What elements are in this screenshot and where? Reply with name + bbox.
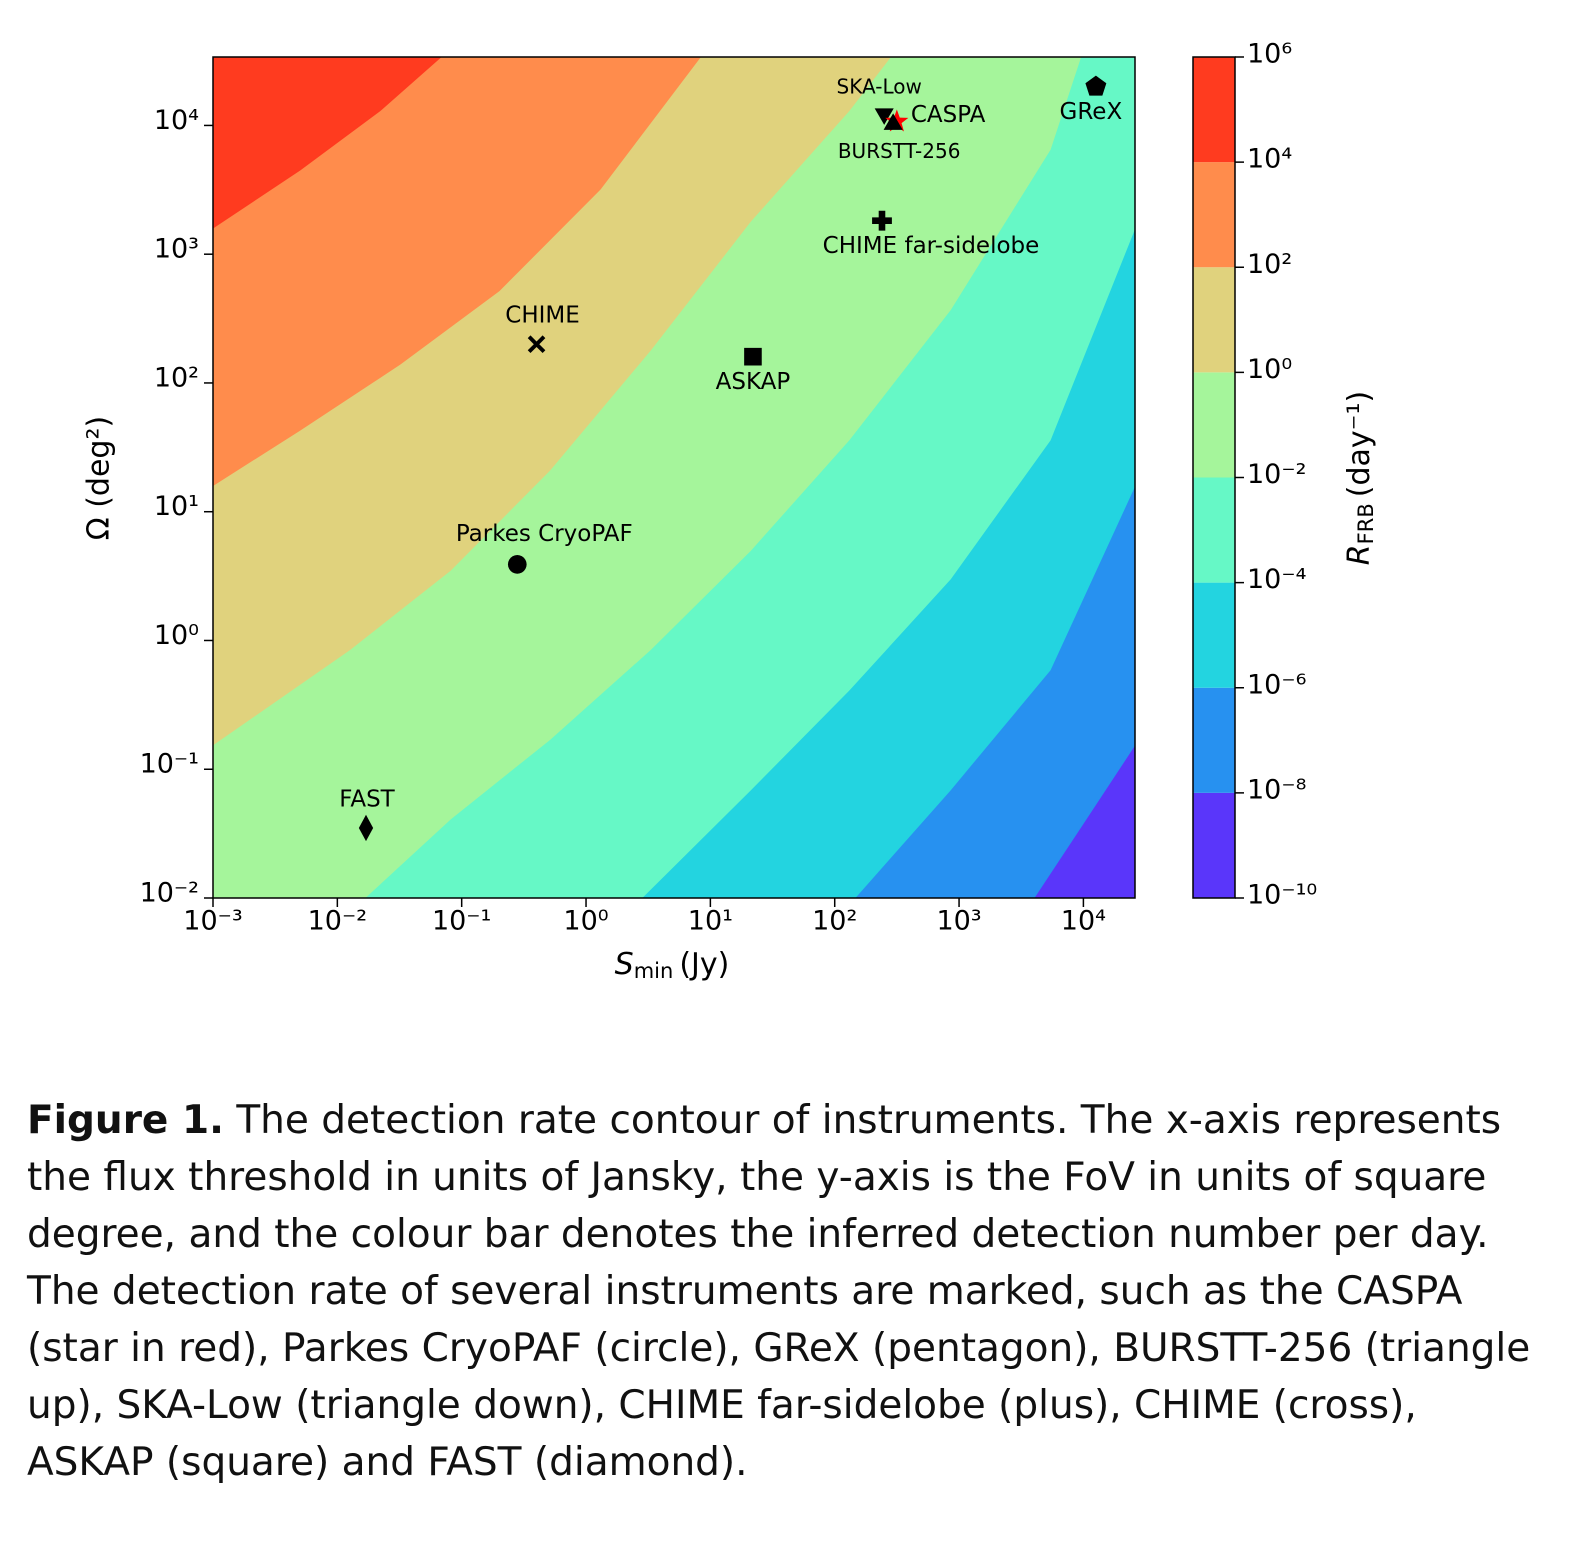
colorbar-tick-label: 10⁻² bbox=[1247, 459, 1306, 490]
instrument-label: BURSTT-256 bbox=[838, 139, 961, 163]
y-tick-label: 10⁻¹ bbox=[140, 749, 199, 780]
colorbar-band bbox=[1193, 267, 1235, 373]
colorbar-band bbox=[1193, 687, 1235, 793]
colorbar-tick-label: 10² bbox=[1247, 249, 1292, 280]
x-tick-label: 10⁻¹ bbox=[432, 906, 491, 937]
plot-area bbox=[213, 57, 1135, 898]
contour-line bbox=[213, 57, 701, 486]
x-tick-label: 10³ bbox=[936, 906, 981, 937]
instrument-marker bbox=[874, 108, 894, 125]
instrument-label: CASPA bbox=[911, 102, 986, 128]
colorbar-tick-label: 10⁴ bbox=[1247, 144, 1292, 175]
chart: Ω (deg²) Smin (Jy) RFRB(day⁻¹) 10⁻³ 10⁻² 10… bbox=[82, 39, 1379, 984]
caption-text: The detection rate contour of instrument… bbox=[27, 1098, 1531, 1485]
colorbar-band bbox=[1193, 477, 1235, 583]
instrument-label: GReX bbox=[1060, 99, 1123, 125]
x-tick-label: 10⁴ bbox=[1061, 906, 1106, 937]
colorbar-band bbox=[1193, 162, 1235, 268]
cb-label-symbol: R bbox=[1342, 544, 1377, 565]
contour-line bbox=[213, 57, 891, 746]
colorbar-label: RFRB (day⁻¹) bbox=[1342, 391, 1379, 565]
colorbar-tick-label: 10⁰ bbox=[1247, 354, 1292, 385]
contour-line bbox=[641, 227, 1135, 898]
caption: Figure 1. The detection rate contour of … bbox=[27, 1092, 1547, 1491]
x-label-subscript: min bbox=[634, 959, 674, 983]
instrument-label: FAST bbox=[339, 786, 395, 812]
contour-line bbox=[1033, 744, 1135, 898]
x-label-unit: (Jy) bbox=[679, 947, 729, 982]
instrument-label: SKA-Low bbox=[837, 74, 922, 98]
colorbar-tick-label: 10⁻⁸ bbox=[1247, 774, 1306, 805]
instrument-label: ASKAP bbox=[716, 369, 791, 395]
contour-line bbox=[364, 57, 1082, 898]
x-tick-label: 10⁰ bbox=[563, 906, 608, 937]
x-label-symbol: S bbox=[615, 947, 634, 982]
instrument-marker bbox=[744, 347, 762, 366]
instrument-label: Parkes CryoPAF bbox=[456, 521, 633, 547]
x-axis-label: Smin (Jy) bbox=[615, 947, 730, 984]
instrument-marker bbox=[507, 555, 527, 574]
y-tick-label: 10¹ bbox=[154, 491, 199, 522]
y-tick-label: 10⁴ bbox=[154, 105, 199, 136]
instrument-marker bbox=[1085, 75, 1107, 96]
contour-line bbox=[213, 57, 442, 229]
y-tick-label: 10⁻² bbox=[140, 878, 199, 909]
caption-label: Figure 1. bbox=[27, 1098, 224, 1143]
y-tick-label: 10³ bbox=[154, 234, 199, 265]
colorbar-band bbox=[1193, 792, 1235, 898]
colorbar-band bbox=[1193, 582, 1235, 688]
x-tick-label: 10⁻² bbox=[308, 906, 367, 937]
x-tick-label: 10⁻³ bbox=[183, 906, 242, 937]
x-tick-label: 10¹ bbox=[688, 906, 733, 937]
x-tick-label: 10² bbox=[812, 906, 857, 937]
instrument-label: CHIME bbox=[505, 303, 580, 329]
cb-label-unit: (day⁻¹) bbox=[1342, 391, 1377, 497]
colorbar-tick-label: 10⁻¹⁰ bbox=[1247, 880, 1317, 911]
instrument-marker bbox=[883, 113, 903, 130]
colorbar-tick-label: 10⁻⁶ bbox=[1247, 669, 1306, 700]
colorbar-band bbox=[1193, 372, 1235, 478]
plot-frame bbox=[212, 56, 1136, 899]
colorbar-tick-label: 10⁻⁴ bbox=[1247, 564, 1306, 595]
colorbar-tick-label: 10⁶ bbox=[1247, 39, 1292, 70]
cb-label-subscript: FRB bbox=[1354, 503, 1378, 544]
y-tick-label: 10⁰ bbox=[154, 620, 199, 651]
instrument-marker bbox=[358, 814, 374, 842]
instrument-marker bbox=[527, 335, 546, 353]
colorbar-band bbox=[1193, 57, 1235, 163]
contour-band bbox=[213, 57, 1135, 898]
y-axis-label: Ω (deg²) bbox=[82, 416, 117, 540]
instrument-marker bbox=[872, 210, 892, 231]
contour-band bbox=[213, 57, 1135, 898]
y-tick-label: 10² bbox=[154, 362, 199, 393]
contour-line bbox=[854, 485, 1135, 898]
instrument-label: CHIME far-sidelobe bbox=[823, 233, 1040, 259]
